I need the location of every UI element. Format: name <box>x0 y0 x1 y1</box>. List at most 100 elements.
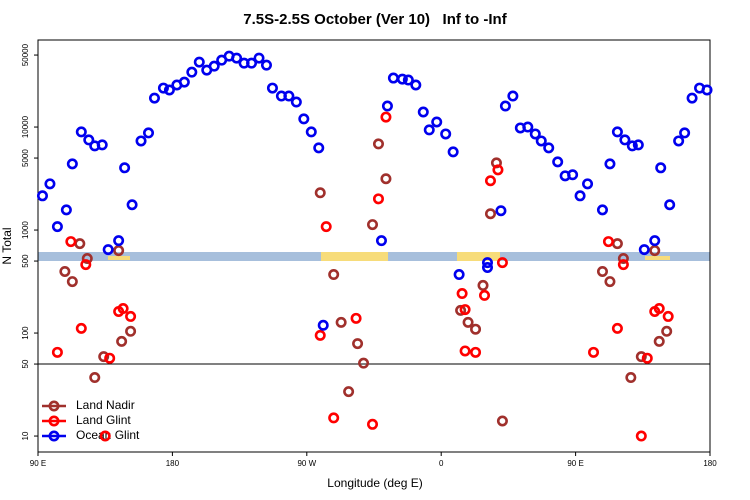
y-axis-label: N Total <box>0 227 14 264</box>
y-tick-label: 100 <box>21 326 30 340</box>
y-tick-label: 10000 <box>21 115 30 138</box>
data-point <box>314 187 326 199</box>
data-point <box>83 134 95 146</box>
data-point <box>157 82 169 94</box>
data-point <box>352 338 364 350</box>
data-point <box>507 90 519 102</box>
data-point <box>481 261 493 273</box>
data-point <box>350 312 362 324</box>
data-point <box>253 52 265 64</box>
data-point <box>611 322 623 334</box>
data-point <box>484 175 496 187</box>
data-point <box>679 127 691 139</box>
data-point <box>617 259 629 271</box>
data-point <box>477 279 489 291</box>
data-point <box>290 96 302 108</box>
data-point <box>462 316 474 328</box>
data-point <box>617 253 629 265</box>
data-point <box>619 134 631 146</box>
data-point <box>582 178 594 190</box>
y-tick-label: 1000 <box>21 221 30 239</box>
x-tick-label: 90 E <box>567 459 583 468</box>
data-point <box>60 204 72 216</box>
data-point <box>470 323 482 335</box>
legend-label: Land Nadir <box>76 398 135 412</box>
land-patch <box>457 252 500 261</box>
data-point <box>335 316 347 328</box>
data-point <box>496 415 508 427</box>
data-point <box>51 346 63 358</box>
x-tick-label: 180 <box>703 459 717 468</box>
data-point <box>447 146 459 158</box>
data-point <box>522 121 534 133</box>
data-point <box>440 128 452 140</box>
y-tick-label: 5000 <box>21 149 30 167</box>
data-point <box>163 84 175 96</box>
data-point <box>75 322 87 334</box>
data-point <box>358 357 370 369</box>
data-point <box>459 304 471 316</box>
land-patch <box>645 256 670 260</box>
data-point <box>116 335 128 347</box>
data-point <box>632 139 644 151</box>
data-point <box>59 265 71 277</box>
data-point <box>535 135 547 147</box>
data-point <box>596 265 608 277</box>
data-point <box>653 303 665 315</box>
map-strip <box>38 252 710 261</box>
data-point <box>635 430 647 442</box>
data-point <box>186 66 198 78</box>
data-point <box>89 372 101 384</box>
y-tick-label: 50000 <box>21 43 30 66</box>
data-point <box>135 135 147 147</box>
data-point <box>431 116 443 128</box>
legend-marker <box>48 430 60 442</box>
data-point <box>626 140 638 152</box>
land-patch <box>321 252 388 261</box>
data-point <box>574 190 586 202</box>
data-point <box>402 74 414 86</box>
data-point <box>662 310 674 322</box>
data-point <box>113 245 125 257</box>
data-point <box>484 208 496 220</box>
data-point <box>367 418 379 430</box>
data-point <box>380 111 392 123</box>
data-point <box>479 289 491 301</box>
data-point <box>495 205 507 217</box>
data-point <box>567 169 579 181</box>
data-point <box>481 257 493 269</box>
data-point <box>119 162 131 174</box>
y-tick-label: 10 <box>21 431 30 440</box>
data-point <box>602 236 614 248</box>
data-point <box>499 100 511 112</box>
data-point <box>66 276 78 288</box>
data-point <box>298 113 310 125</box>
data-point <box>423 124 435 136</box>
x-tick-label: 90 E <box>30 459 46 468</box>
chart-title: 7.5S-2.5S October (Ver 10) Inf to -Inf <box>243 11 507 28</box>
data-point <box>673 135 685 147</box>
data-point <box>686 92 698 104</box>
plot-frame <box>37 39 711 453</box>
data-point <box>320 221 332 233</box>
data-point <box>178 76 190 88</box>
x-axis-label: Longitude (deg E) <box>327 476 422 490</box>
data-point <box>343 386 355 398</box>
legend-label: Ocean Glint <box>76 428 140 442</box>
data-point <box>492 164 504 176</box>
data-point <box>96 139 108 151</box>
data-point <box>113 235 125 247</box>
data-point <box>604 158 616 170</box>
data-point <box>143 127 155 139</box>
data-point <box>653 335 665 347</box>
legend-marker <box>48 415 60 427</box>
x-tick-label: 0 <box>439 459 444 468</box>
data-point <box>375 235 387 247</box>
data-point <box>470 346 482 358</box>
x-tick-label: 180 <box>166 459 180 468</box>
legend-marker <box>48 400 60 412</box>
data-point <box>102 244 114 256</box>
data-point <box>317 319 329 331</box>
